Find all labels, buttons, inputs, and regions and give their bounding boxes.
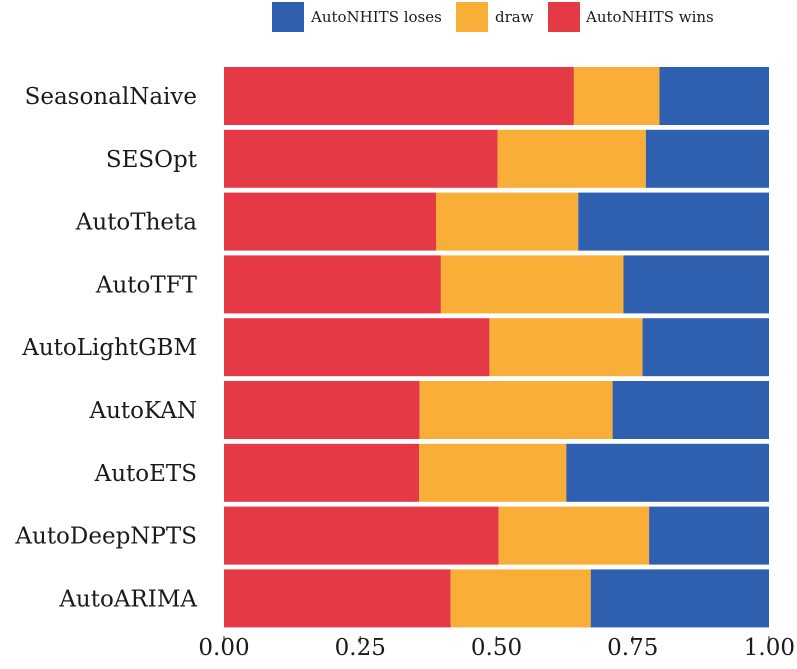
category-label: AutoTheta xyxy=(75,210,198,236)
x-tick-label: 0.00 xyxy=(198,635,249,661)
bar-segment xyxy=(224,192,436,251)
bar-segment xyxy=(642,318,769,377)
category-label: SeasonalNaive xyxy=(25,84,197,110)
bar-segment xyxy=(497,129,646,188)
bar-segment xyxy=(436,192,579,251)
bar-segment xyxy=(573,67,660,125)
legend-swatch xyxy=(456,2,488,32)
bar-segment xyxy=(612,381,769,439)
bar-segment xyxy=(566,443,769,502)
legend-label: AutoNHITS loses xyxy=(310,8,442,26)
bar-segment xyxy=(498,506,650,565)
bar-segment xyxy=(224,318,490,377)
bar-segment xyxy=(440,255,624,314)
bar-segment xyxy=(645,129,769,188)
category-label: AutoLightGBM xyxy=(21,335,197,361)
bar-segment xyxy=(419,381,613,439)
bar-segment xyxy=(224,443,420,502)
category-label: AutoETS xyxy=(94,461,197,487)
legend: AutoNHITS loses draw AutoNHITS wins xyxy=(272,2,714,32)
bar-segment xyxy=(450,569,591,628)
bar-segment xyxy=(578,192,769,251)
bar-segment xyxy=(623,255,769,314)
legend-swatch xyxy=(272,2,304,32)
bar-segment xyxy=(419,443,567,502)
category-label: AutoARIMA xyxy=(58,586,197,612)
bar-segment xyxy=(649,506,769,565)
bar-segment xyxy=(224,129,498,188)
x-axis-ticks: 0.00 0.25 0.50 0.75 1.00 xyxy=(198,635,795,661)
legend-label: AutoNHITS wins xyxy=(585,8,714,26)
x-tick-label: 0.25 xyxy=(335,635,386,661)
category-label: AutoTFT xyxy=(95,272,198,298)
category-label: SESOpt xyxy=(106,147,198,173)
bar-segment xyxy=(489,318,643,377)
x-tick-label: 0.75 xyxy=(607,635,658,661)
bar-segment xyxy=(224,506,499,565)
bar-segment xyxy=(224,67,574,125)
bar-segment xyxy=(590,569,769,628)
category-label: AutoDeepNPTS xyxy=(14,524,197,550)
bar-segment xyxy=(224,255,441,314)
x-tick-label: 0.50 xyxy=(471,635,522,661)
bar-segment xyxy=(659,67,769,125)
x-tick-label: 1.00 xyxy=(744,635,795,661)
legend-label: draw xyxy=(495,8,534,26)
bars xyxy=(224,67,769,628)
bar-segment xyxy=(224,381,420,439)
category-label: AutoKAN xyxy=(89,398,198,424)
category-labels: SeasonalNaive SESOpt AutoTheta AutoTFT AutoL… xyxy=(14,84,197,612)
bar-segment xyxy=(224,569,451,628)
legend-swatch xyxy=(548,2,580,32)
